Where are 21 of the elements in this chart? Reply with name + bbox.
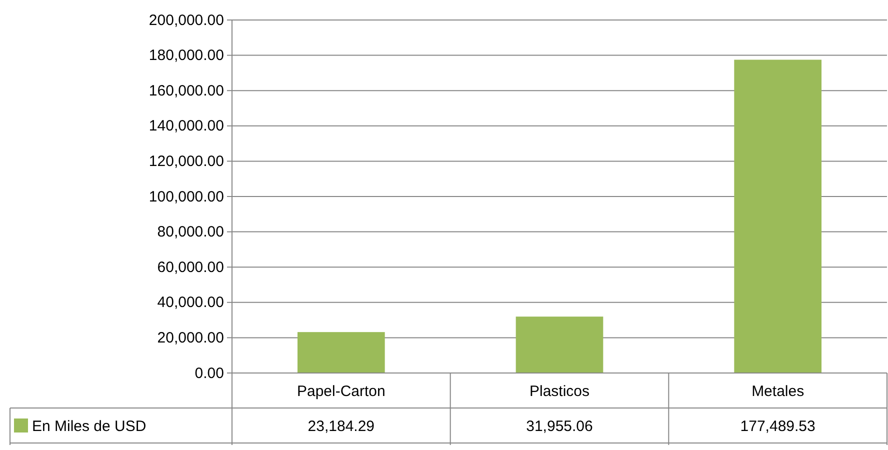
x-tick-label: Plasticos <box>529 382 590 400</box>
bar <box>298 332 385 373</box>
bar <box>734 60 822 373</box>
y-tick-label: 160,000.00 <box>148 82 224 100</box>
y-tick-label: 20,000.00 <box>157 330 224 346</box>
y-tick-label: 180,000.00 <box>148 47 224 64</box>
y-tick-label: 200,000.00 <box>148 12 224 29</box>
x-tick-label: Metales <box>752 382 804 400</box>
y-tick-label: 60,000.00 <box>157 258 224 276</box>
legend-label: En Miles de USD <box>32 418 146 435</box>
data-label: 23,184.29 <box>308 418 375 435</box>
y-tick-label: 40,000.00 <box>157 294 224 312</box>
data-label: 31,955.06 <box>526 418 593 435</box>
bar <box>516 316 604 373</box>
data-label: 177,489.53 <box>740 418 816 435</box>
y-tick-label: 120,000.00 <box>148 153 224 170</box>
y-tick-label: 100,000.00 <box>148 188 224 206</box>
y-tick-label: 80,000.00 <box>157 224 224 241</box>
y-tick-label: 140,000.00 <box>148 118 224 135</box>
x-tick-label: Papel-Carton <box>296 382 386 400</box>
y-tick-label: 0.00 <box>194 364 224 382</box>
